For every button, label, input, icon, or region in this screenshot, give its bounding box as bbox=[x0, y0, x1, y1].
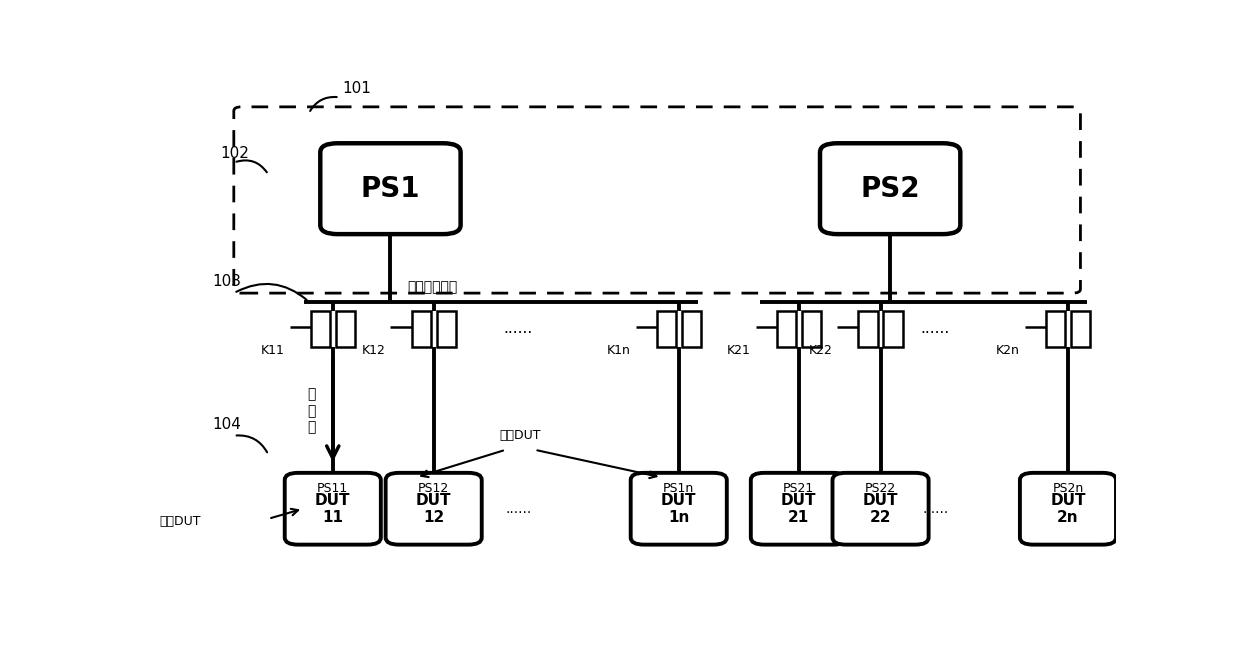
Text: 施害DUT: 施害DUT bbox=[160, 515, 201, 527]
Bar bbox=[311, 311, 330, 347]
Bar bbox=[412, 311, 430, 347]
Bar bbox=[883, 311, 903, 347]
FancyBboxPatch shape bbox=[320, 143, 460, 234]
Text: DUT
2n: DUT 2n bbox=[1050, 492, 1086, 525]
Text: DUT
22: DUT 22 bbox=[863, 492, 898, 525]
Text: K21: K21 bbox=[727, 344, 751, 357]
Text: 102: 102 bbox=[221, 146, 249, 161]
FancyBboxPatch shape bbox=[1019, 473, 1116, 544]
FancyBboxPatch shape bbox=[234, 107, 1080, 293]
Text: ......: ...... bbox=[503, 321, 533, 336]
Text: DUT
21: DUT 21 bbox=[781, 492, 817, 525]
Text: PS21: PS21 bbox=[784, 482, 815, 496]
Text: K2n: K2n bbox=[996, 344, 1019, 357]
FancyBboxPatch shape bbox=[285, 473, 381, 544]
Bar bbox=[657, 311, 676, 347]
Text: 大
电
流: 大 电 流 bbox=[308, 388, 316, 434]
Text: ......: ...... bbox=[923, 502, 949, 516]
Text: K12: K12 bbox=[362, 344, 386, 357]
Bar bbox=[802, 311, 821, 347]
Text: PS11: PS11 bbox=[317, 482, 348, 496]
Text: K1n: K1n bbox=[606, 344, 631, 357]
Text: 受害DUT: 受害DUT bbox=[500, 429, 541, 442]
Bar bbox=[436, 311, 456, 347]
FancyBboxPatch shape bbox=[832, 473, 929, 544]
Text: PS1n: PS1n bbox=[663, 482, 694, 496]
Bar bbox=[682, 311, 701, 347]
Text: ......: ...... bbox=[505, 502, 532, 516]
FancyBboxPatch shape bbox=[820, 143, 960, 234]
Bar bbox=[776, 311, 796, 347]
Text: PS12: PS12 bbox=[418, 482, 449, 496]
Text: DUT
12: DUT 12 bbox=[415, 492, 451, 525]
Text: 104: 104 bbox=[213, 417, 242, 432]
Text: ......: ...... bbox=[921, 321, 950, 336]
Text: PS2: PS2 bbox=[861, 175, 920, 203]
Bar bbox=[1071, 311, 1090, 347]
Text: PS2n: PS2n bbox=[1053, 482, 1084, 496]
FancyBboxPatch shape bbox=[386, 473, 481, 544]
Text: DUT
1n: DUT 1n bbox=[661, 492, 697, 525]
Text: PS22: PS22 bbox=[866, 482, 897, 496]
Text: 101: 101 bbox=[342, 81, 371, 96]
Bar bbox=[858, 311, 878, 347]
Text: 103: 103 bbox=[213, 274, 242, 289]
FancyBboxPatch shape bbox=[751, 473, 847, 544]
Bar bbox=[336, 311, 355, 347]
Text: PS1: PS1 bbox=[361, 175, 420, 203]
Text: DUT
11: DUT 11 bbox=[315, 492, 351, 525]
Text: 输出电压下降: 输出电压下降 bbox=[407, 280, 458, 294]
Bar bbox=[1045, 311, 1065, 347]
Text: K11: K11 bbox=[260, 344, 285, 357]
FancyBboxPatch shape bbox=[631, 473, 727, 544]
Text: K22: K22 bbox=[808, 344, 832, 357]
